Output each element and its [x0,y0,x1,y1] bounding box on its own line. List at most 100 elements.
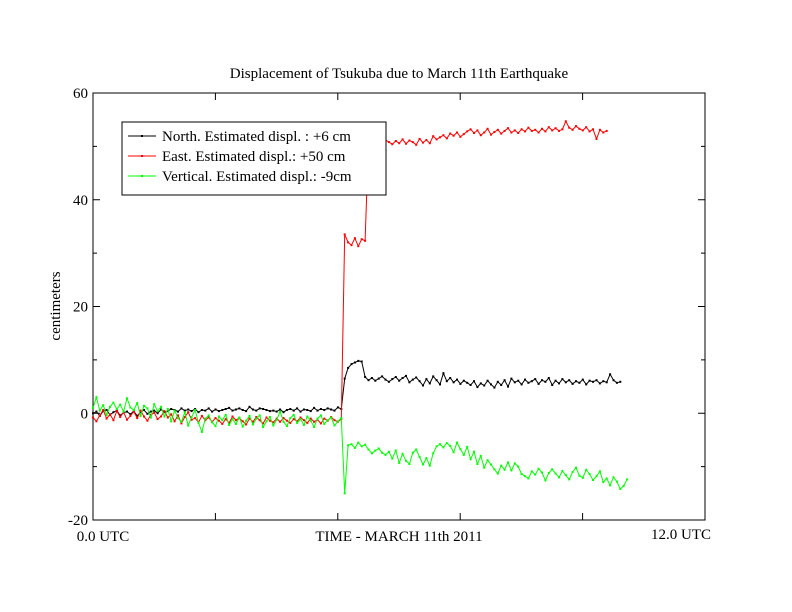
data-point [177,417,179,420]
data-point [109,405,111,408]
data-point [364,443,367,446]
data-point [204,409,207,412]
data-point [476,463,479,465]
data-point [353,446,356,449]
data-point [547,377,550,379]
legend-box [121,121,387,196]
data-point [524,378,526,381]
data-point [156,418,159,421]
data-point [459,135,462,138]
data-point [336,420,339,423]
data-point [520,473,523,476]
x-axis-label: TIME - MARCH 11th 2011 [315,529,482,545]
data-point [615,381,618,384]
data-point [279,408,282,411]
data-point [411,378,414,381]
data-point [275,410,278,413]
data-point [405,459,407,462]
data-point [139,414,142,417]
data-point [245,423,248,426]
legend-label: North. Estimated displ. : +6 cm [162,129,351,145]
data-point [605,477,608,480]
data-point [422,141,424,144]
data-point [313,420,316,423]
data-point [350,363,353,366]
data-point [153,411,156,414]
data-point [166,416,169,419]
data-point [214,425,217,428]
data-point [387,141,390,144]
data-point [115,408,118,410]
data-point [387,450,390,453]
data-point [609,373,612,376]
data-point [296,407,299,410]
data-point [564,120,567,123]
data-point [588,130,591,133]
data-point [602,481,605,484]
data-point [483,131,486,134]
data-point [105,413,108,416]
data-point [418,137,421,140]
data-point [180,422,183,425]
data-point [612,476,615,479]
data-point [428,464,431,467]
data-point [496,380,499,383]
data-point [479,382,482,385]
data-point [364,239,367,242]
data-point [231,418,234,421]
data-point [272,409,275,412]
data-point [517,132,520,134]
data-point [456,441,458,444]
data-point [299,416,302,419]
data-point [221,409,224,411]
data-point [258,407,261,410]
data-point [592,128,594,131]
data-point [459,448,462,450]
data-point [534,128,537,131]
data-point [469,458,472,461]
data-point [534,473,537,476]
data-point [211,410,214,413]
data-point [527,126,530,129]
data-point [456,131,458,134]
data-point [330,408,333,411]
data-point [513,462,516,465]
data-point [309,417,312,420]
data-point [575,125,577,128]
data-point [214,408,217,411]
data-point [500,384,503,386]
data-point [530,129,533,132]
data-point [265,409,268,411]
data-point [626,478,629,481]
data-point [126,397,128,400]
data-point [156,412,159,415]
data-point [234,408,237,411]
data-point [241,409,244,411]
data-point [139,411,142,414]
data-point [462,379,465,382]
data-point [214,417,217,420]
data-point [401,138,404,141]
data-point [537,467,540,470]
data-point [224,418,227,421]
data-point [479,134,482,137]
data-point [258,414,261,417]
data-point [112,419,115,422]
data-point [197,421,200,424]
data-point [445,380,448,383]
data-point [598,382,601,385]
data-point [183,411,186,414]
data-point [112,401,115,404]
series-layer [92,120,629,495]
data-point [194,409,197,411]
data-point [445,442,448,445]
data-point [296,421,299,424]
data-point [530,470,533,473]
data-point [483,384,486,387]
data-point [132,410,135,413]
data-point [146,412,149,415]
data-point [615,480,618,483]
data-point [289,421,292,424]
data-point [374,449,377,452]
data-point [500,464,503,467]
